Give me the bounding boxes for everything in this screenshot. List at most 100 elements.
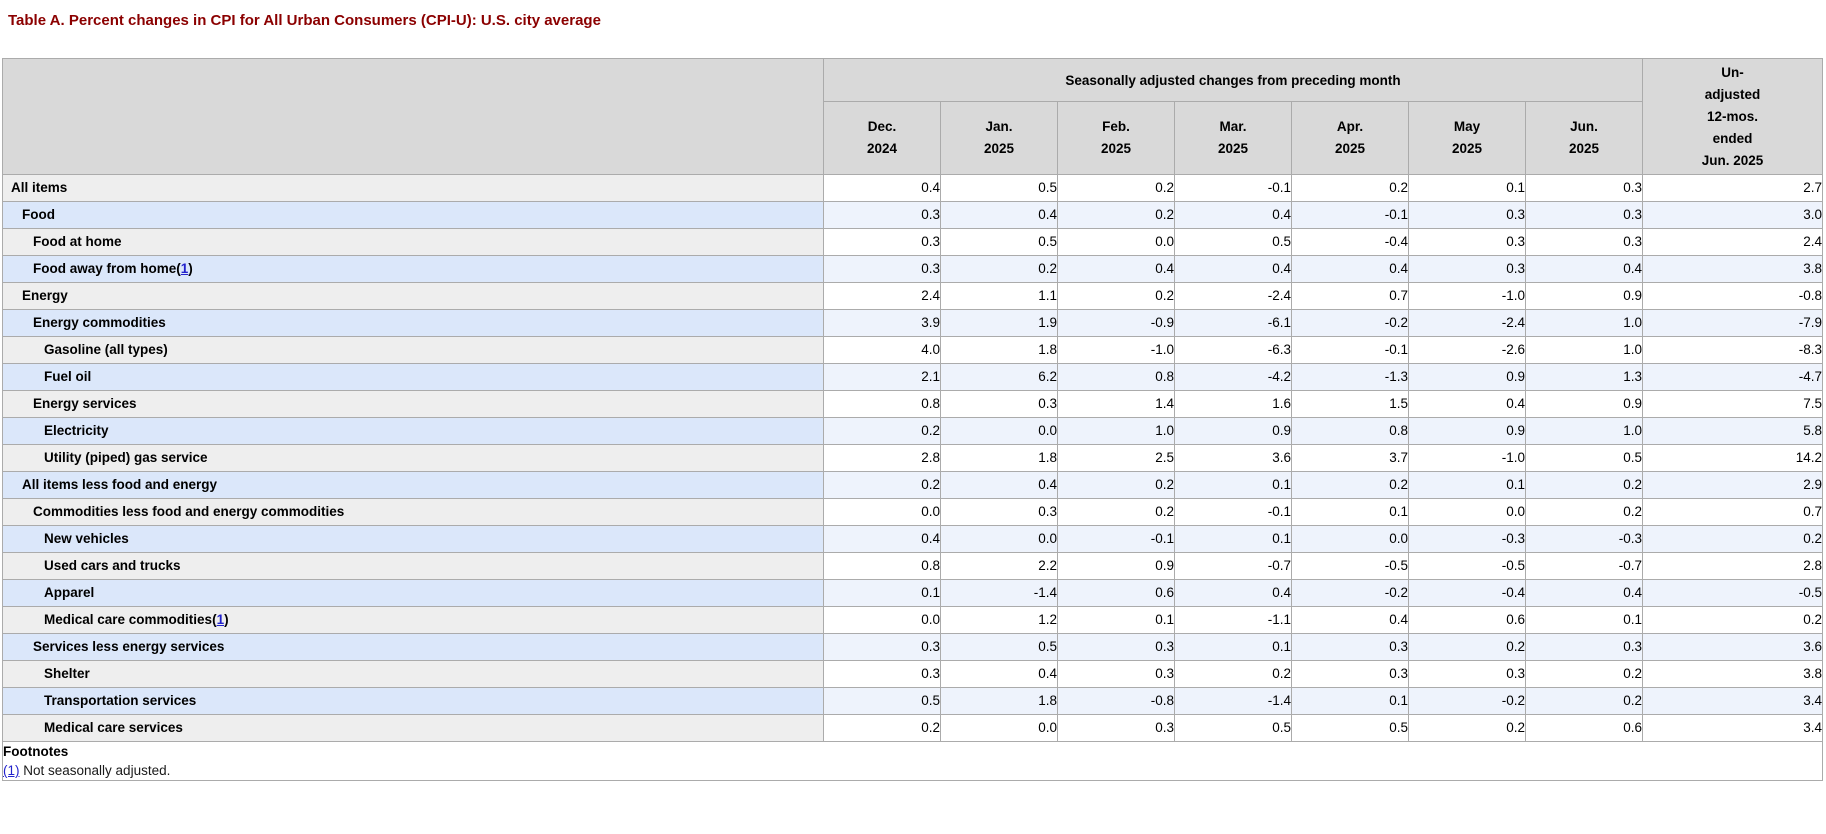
month-header-apr-2025: Apr. 2025: [1291, 101, 1409, 175]
value-cell-month-5: 0.8: [1291, 417, 1409, 445]
value-cell-month-6: -0.5: [1408, 552, 1526, 580]
row-label-text: Transportation services: [44, 693, 197, 708]
value-cell-month-5: -0.1: [1291, 201, 1409, 229]
unadjusted-header-line: adjusted: [1704, 86, 1761, 102]
value-cell-month-7: 0.1: [1525, 606, 1643, 634]
value-cell-month-3: 0.2: [1057, 471, 1175, 499]
row-label-text: Food away from home: [33, 261, 177, 276]
row-label-text: Services less energy services: [33, 639, 225, 654]
value-cell-month-7: 0.9: [1525, 390, 1643, 418]
value-cell-month-2: 6.2: [940, 363, 1058, 391]
value-cell-unadjusted-12mo: 2.7: [1642, 174, 1823, 202]
value-cell-month-1: 0.3: [823, 228, 941, 256]
table-row-medical-care-services: Medical care services 0.2 0.0 0.3 0.5 0.5 0.2 0…: [2, 714, 1823, 742]
footnote-paren: ): [224, 612, 229, 627]
value-cell-unadjusted-12mo: -4.7: [1642, 363, 1823, 391]
value-cell-month-6: 0.4: [1408, 390, 1526, 418]
value-cell-unadjusted-12mo: 0.2: [1642, 525, 1823, 553]
value-cell-month-6: 0.1: [1408, 174, 1526, 202]
footnote-link-1[interactable]: 1: [180, 261, 189, 276]
value-cell-month-7: 0.3: [1525, 201, 1643, 229]
value-cell-month-3: 2.5: [1057, 444, 1175, 472]
value-cell-month-4: -1.1: [1174, 606, 1292, 634]
footnote-marker-link[interactable]: (1): [3, 763, 20, 778]
value-cell-month-2: 0.5: [940, 228, 1058, 256]
value-cell-month-7: 0.6: [1525, 714, 1643, 742]
value-cell-month-6: 0.3: [1408, 201, 1526, 229]
value-cell-month-2: 2.2: [940, 552, 1058, 580]
unadjusted-header-line: 12-mos.: [1706, 108, 1759, 124]
row-label-electricity: Electricity: [2, 417, 824, 445]
table-row-energy-services: Energy services 0.8 0.3 1.4 1.6 1.5 0.4 0.9 7.5: [2, 390, 1823, 418]
value-cell-month-2: -1.4: [940, 579, 1058, 607]
row-label-text: Electricity: [44, 423, 109, 438]
value-cell-month-7: 0.3: [1525, 228, 1643, 256]
value-cell-month-2: 0.3: [940, 390, 1058, 418]
value-cell-month-7: 0.2: [1525, 660, 1643, 688]
value-cell-unadjusted-12mo: 3.0: [1642, 201, 1823, 229]
value-cell-unadjusted-12mo: 0.7: [1642, 498, 1823, 526]
value-cell-month-1: 0.2: [823, 471, 941, 499]
table-row-food: Food 0.3 0.4 0.2 0.4 -0.1 0.3 0.3 3.0: [2, 201, 1823, 229]
row-label-utility-piped-gas-service: Utility (piped) gas service: [2, 444, 824, 472]
value-cell-month-2: 0.0: [940, 417, 1058, 445]
row-label-text: All items: [11, 180, 68, 195]
value-cell-month-5: -0.4: [1291, 228, 1409, 256]
value-cell-month-6: 0.6: [1408, 606, 1526, 634]
row-label-energy-services: Energy services: [2, 390, 824, 418]
value-cell-month-4: 0.1: [1174, 525, 1292, 553]
value-cell-month-3: -0.1: [1057, 525, 1175, 553]
value-cell-month-2: 1.8: [940, 444, 1058, 472]
value-cell-unadjusted-12mo: -0.8: [1642, 282, 1823, 310]
value-cell-month-4: -1.4: [1174, 687, 1292, 715]
value-cell-month-1: 0.8: [823, 390, 941, 418]
footnote-paren: (: [212, 612, 217, 627]
value-cell-month-6: -1.0: [1408, 444, 1526, 472]
row-label-all-items: All items: [2, 174, 824, 202]
value-cell-month-5: -0.1: [1291, 336, 1409, 364]
footnote-link-1[interactable]: 1: [216, 612, 225, 627]
value-cell-month-3: 0.9: [1057, 552, 1175, 580]
value-cell-month-7: 0.4: [1525, 255, 1643, 283]
value-cell-month-5: 0.3: [1291, 633, 1409, 661]
footnote-paren: (: [176, 261, 181, 276]
row-label-text: Food: [22, 207, 55, 222]
value-cell-month-2: 0.5: [940, 174, 1058, 202]
row-label-text: Energy commodities: [33, 315, 166, 330]
value-cell-month-3: 0.3: [1057, 633, 1175, 661]
row-label-text: Gasoline (all types): [44, 342, 168, 357]
value-cell-month-7: 1.0: [1525, 336, 1643, 364]
value-cell-month-6: 0.1: [1408, 471, 1526, 499]
value-cell-unadjusted-12mo: -7.9: [1642, 309, 1823, 337]
value-cell-month-1: 0.3: [823, 201, 941, 229]
value-cell-month-7: 1.3: [1525, 363, 1643, 391]
month-header-feb-2025: Feb. 2025: [1057, 101, 1175, 175]
value-cell-month-1: 0.8: [823, 552, 941, 580]
value-cell-month-4: 0.4: [1174, 255, 1292, 283]
value-cell-month-7: 0.2: [1525, 687, 1643, 715]
value-cell-month-3: 0.1: [1057, 606, 1175, 634]
value-cell-month-1: 0.3: [823, 255, 941, 283]
table-row-services-less-energy-services: Services less energy services 0.3 0.5 0.3 0.…: [2, 633, 1823, 661]
value-cell-unadjusted-12mo: -8.3: [1642, 336, 1823, 364]
value-cell-month-5: -1.3: [1291, 363, 1409, 391]
value-cell-month-2: 1.8: [940, 336, 1058, 364]
value-cell-month-3: 1.0: [1057, 417, 1175, 445]
row-label-commodities-less-food-and-energy-commodities: Commodities less food and energy commodi…: [2, 498, 824, 526]
cpi-table: Seasonally adjusted changes from precedi…: [2, 58, 1823, 781]
value-cell-month-7: 0.3: [1525, 174, 1643, 202]
value-cell-month-3: 0.8: [1057, 363, 1175, 391]
value-cell-month-7: 0.3: [1525, 633, 1643, 661]
row-label-text: Used cars and trucks: [44, 558, 181, 573]
value-cell-month-2: 0.4: [940, 201, 1058, 229]
value-cell-month-4: -0.1: [1174, 174, 1292, 202]
value-cell-month-6: 0.2: [1408, 714, 1526, 742]
value-cell-month-5: 0.0: [1291, 525, 1409, 553]
table-row-medical-care-commodities: Medical care commodities(1) 0.0 1.2 0.1 -1.1…: [2, 606, 1823, 634]
row-label-text: Energy services: [33, 396, 137, 411]
table-row-fuel-oil: Fuel oil 2.1 6.2 0.8 -4.2 -1.3 0.9 1.3 -4.7: [2, 363, 1823, 391]
value-cell-month-2: 0.3: [940, 498, 1058, 526]
value-cell-unadjusted-12mo: 7.5: [1642, 390, 1823, 418]
value-cell-month-6: 0.3: [1408, 228, 1526, 256]
value-cell-month-3: 0.2: [1057, 282, 1175, 310]
